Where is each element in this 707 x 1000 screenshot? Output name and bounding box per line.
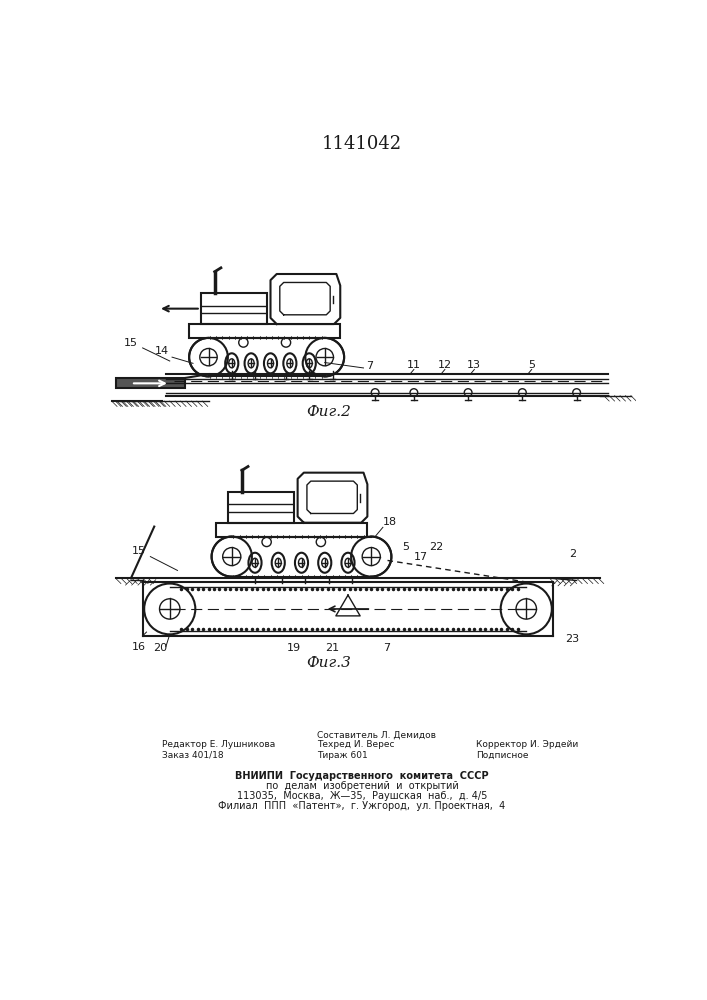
Text: 18: 18 <box>383 517 397 527</box>
Text: 12: 12 <box>438 360 452 370</box>
Text: Филиал  ППП  «Патент»,  г. Ужгород,  ул. Проектная,  4: Филиал ППП «Патент», г. Ужгород, ул. Про… <box>218 801 506 811</box>
Text: 2: 2 <box>569 549 576 559</box>
Text: 23: 23 <box>565 634 579 644</box>
Bar <box>201 293 267 324</box>
Bar <box>189 324 340 338</box>
Bar <box>115 378 185 388</box>
Text: 16: 16 <box>132 642 146 652</box>
Text: Подписное: Подписное <box>476 751 528 760</box>
Text: 5: 5 <box>402 542 409 552</box>
Text: Редактор Е. Лушникова: Редактор Е. Лушникова <box>162 740 275 749</box>
Text: 21: 21 <box>325 643 339 653</box>
Text: 11: 11 <box>407 360 421 370</box>
Text: 22: 22 <box>429 542 443 552</box>
Bar <box>216 523 368 537</box>
Text: Фиг.2: Фиг.2 <box>306 405 351 419</box>
Text: 5: 5 <box>528 360 535 370</box>
Text: 113035,  Москва,  Ж—35,  Раушская  наб.,  д. 4/5: 113035, Москва, Ж—35, Раушская наб., д. … <box>237 791 487 801</box>
Text: Фиг.3: Фиг.3 <box>306 656 351 670</box>
Text: 15: 15 <box>124 338 138 348</box>
Text: 15: 15 <box>132 546 146 556</box>
Text: ВНИИПИ  Государственного  комитета  СССР: ВНИИПИ Государственного комитета СССР <box>235 771 489 781</box>
Text: Заказ 401/18: Заказ 401/18 <box>162 751 223 760</box>
Text: по  делам  изобретений  и  открытий: по делам изобретений и открытий <box>266 781 458 791</box>
Text: Составитель Л. Демидов: Составитель Л. Демидов <box>317 731 436 740</box>
Text: 13: 13 <box>467 360 481 370</box>
Text: Корректор И. Эрдейи: Корректор И. Эрдейи <box>476 740 578 749</box>
Text: Техред И. Верес: Техред И. Верес <box>317 740 395 749</box>
Text: 19: 19 <box>286 643 300 653</box>
Text: 7: 7 <box>383 643 390 653</box>
Text: 1141042: 1141042 <box>322 135 402 153</box>
Bar <box>228 492 293 523</box>
Text: 7: 7 <box>366 361 373 371</box>
Text: 14: 14 <box>155 346 169 356</box>
Text: 17: 17 <box>414 552 428 562</box>
Text: 20: 20 <box>153 643 168 653</box>
Text: Тираж 601: Тираж 601 <box>317 751 368 760</box>
